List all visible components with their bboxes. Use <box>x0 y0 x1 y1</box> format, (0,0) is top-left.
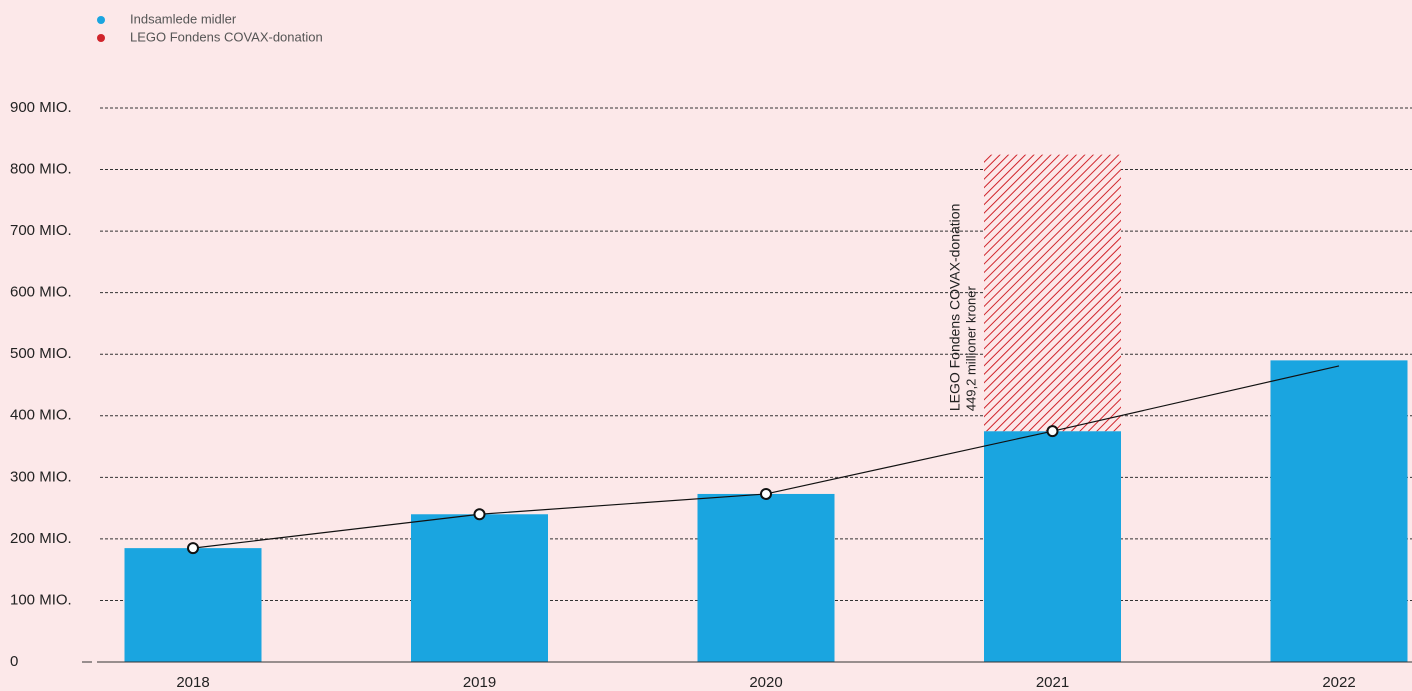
x-tick-label: 2021 <box>1036 674 1069 691</box>
x-tick-label: 2019 <box>463 674 496 691</box>
y-tick-label: 200 MIO. <box>10 530 72 547</box>
legend-label: LEGO Fondens COVAX-donation <box>130 29 323 44</box>
y-tick-label: 900 MIO. <box>10 99 72 116</box>
bar <box>124 548 262 662</box>
trend-marker <box>760 487 772 500</box>
y-tick-label: 0 <box>10 653 18 670</box>
trend-marker <box>187 542 199 555</box>
y-tick-label: 500 MIO. <box>10 345 72 362</box>
y-tick-label: 700 MIO. <box>10 222 72 239</box>
x-tick-label: 2020 <box>749 674 782 691</box>
y-tick-label: 300 MIO. <box>10 468 72 485</box>
hatched-bar <box>984 154 1121 432</box>
legend-label: Indsamlede midler <box>130 11 237 26</box>
bar <box>1270 360 1408 662</box>
bar <box>984 431 1121 662</box>
value-label: 449,2 millioner kroner <box>963 285 978 411</box>
legend-swatch <box>97 34 105 42</box>
y-tick-label: 600 MIO. <box>10 284 72 301</box>
y-tick-label: 100 MIO. <box>10 591 72 608</box>
bar <box>697 493 835 662</box>
bar <box>411 514 548 662</box>
annotation: LEGO Fondens COVAX-donation <box>947 204 963 412</box>
x-tick-label: 2018 <box>176 674 209 691</box>
y-tick-label: 800 MIO. <box>10 161 72 178</box>
trend-marker <box>473 508 486 521</box>
legend: Indsamlede midler LEGO Fondens COVAX-dona… <box>97 11 323 44</box>
y-tick-label: 400 MIO. <box>10 407 72 424</box>
trend-marker <box>1046 425 1059 438</box>
legend-swatch <box>97 16 105 24</box>
x-tick-label: 2022 <box>1322 674 1355 691</box>
